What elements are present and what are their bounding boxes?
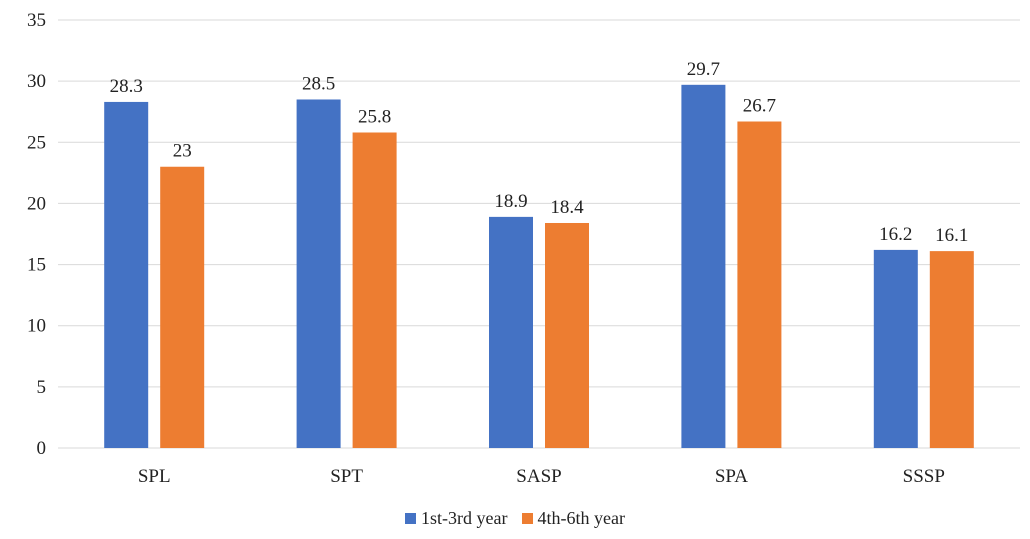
data-label: 29.7 bbox=[687, 59, 720, 80]
y-tick-label: 20 bbox=[27, 193, 46, 214]
data-label: 26.7 bbox=[743, 95, 776, 116]
bar-sssp-series-2 bbox=[929, 251, 974, 448]
y-tick-label: 25 bbox=[27, 132, 46, 153]
bar-spl-series-1 bbox=[104, 101, 149, 448]
legend-item-series-1: 1st-3rd year bbox=[405, 508, 508, 529]
y-axis-ticks: 0 5 10 15 20 25 30 35 bbox=[27, 10, 46, 459]
gridlines bbox=[58, 19, 1020, 449]
bar-sssp-series-1 bbox=[873, 249, 918, 448]
data-label: 16.2 bbox=[879, 224, 912, 245]
bar-spa-series-1 bbox=[681, 84, 726, 448]
data-label: 25.8 bbox=[358, 107, 391, 128]
legend-item-series-2: 4th-6th year bbox=[521, 508, 625, 529]
x-tick-label: SSSP bbox=[903, 466, 945, 487]
bar-sasp-series-1 bbox=[489, 216, 533, 448]
y-tick-label: 35 bbox=[27, 10, 46, 31]
data-label: 28.5 bbox=[302, 73, 335, 94]
bar-spl-series-2 bbox=[160, 166, 205, 448]
bar-spt-series-1 bbox=[296, 99, 341, 448]
data-labels: 28.3 23 28.5 25.8 18.9 18.4 29.7 26.7 16.2 16.1 bbox=[110, 59, 969, 246]
legend-swatch-series-1 bbox=[405, 513, 417, 524]
x-tick-label: SPT bbox=[330, 466, 363, 487]
x-tick-label: SASP bbox=[516, 466, 561, 487]
y-tick-label: 5 bbox=[37, 377, 47, 398]
bars bbox=[104, 84, 974, 449]
data-label: 23 bbox=[173, 141, 192, 162]
legend-label-series-1: 1st-3rd year bbox=[421, 508, 508, 528]
x-tick-label: SPA bbox=[715, 466, 748, 487]
y-tick-label: 30 bbox=[27, 71, 46, 92]
chart-canvas: 0 5 10 15 20 25 30 35 28.3 23 28.5 25.8 18.9 18.4 29.… bbox=[27, 10, 1020, 487]
x-tick-label: SPL bbox=[138, 466, 171, 487]
bar-spt-series-2 bbox=[352, 132, 397, 448]
data-label: 16.1 bbox=[935, 225, 968, 246]
y-tick-label: 0 bbox=[37, 438, 47, 459]
y-tick-label: 15 bbox=[27, 255, 46, 276]
bar-spa-series-2 bbox=[737, 121, 782, 449]
x-axis-ticks: SPL SPT SASP SPA SSSP bbox=[138, 466, 945, 487]
legend-label-series-2: 4th-6th year bbox=[537, 508, 625, 528]
y-tick-label: 10 bbox=[27, 316, 46, 337]
data-label: 28.3 bbox=[110, 76, 143, 97]
data-label: 18.9 bbox=[494, 191, 527, 212]
legend: 1st-3rd year 4th-6th year bbox=[0, 508, 1030, 529]
data-label: 18.4 bbox=[550, 197, 584, 218]
legend-swatch-series-2 bbox=[521, 513, 533, 524]
bar-sasp-series-2 bbox=[545, 222, 589, 448]
